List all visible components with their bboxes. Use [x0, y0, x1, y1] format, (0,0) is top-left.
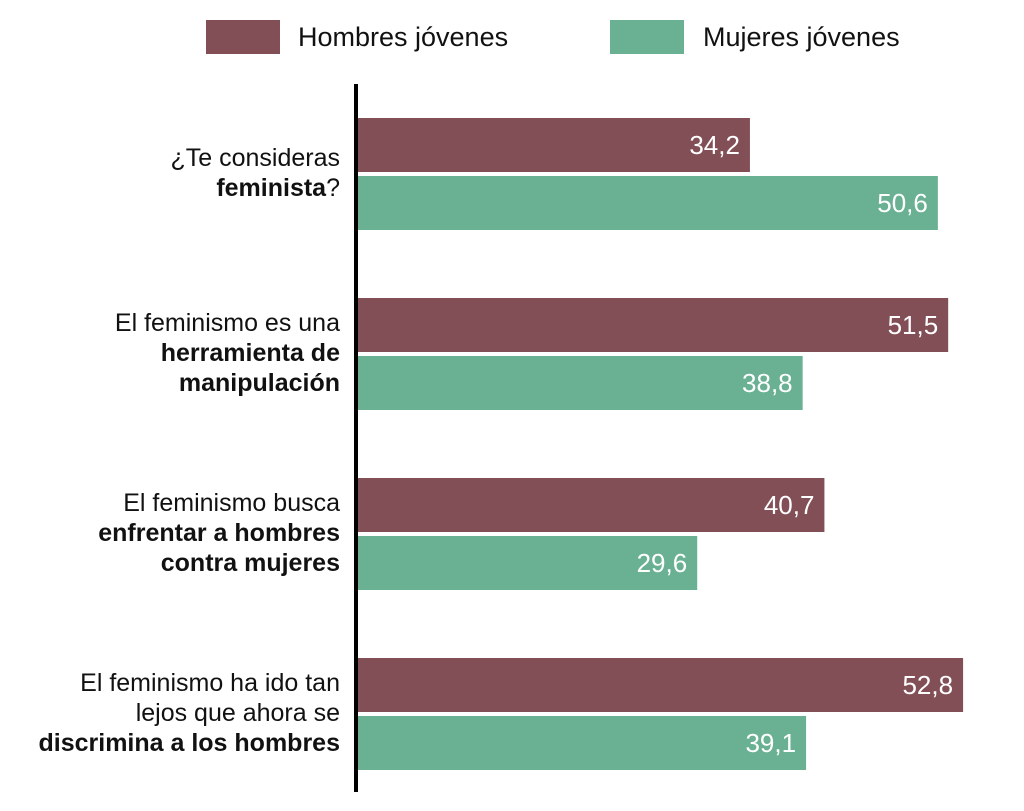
legend-label: Hombres jóvenes — [298, 22, 508, 52]
category-label-segment: El feminismo busca — [123, 489, 340, 517]
bars: 34,2 50,6 51,5 38,8 40,7 29,6 52,8 39,1 — [358, 118, 964, 770]
data-label: 39,1 — [745, 728, 796, 758]
data-label: 29,6 — [637, 548, 688, 578]
legend-item: Mujeres jóvenes — [610, 20, 900, 54]
legend: Hombres jóvenes Mujeres jóvenes — [206, 20, 900, 54]
category-label-segment: enfrentar a hombres — [98, 519, 340, 547]
bar — [358, 536, 698, 590]
category-label-segment: manipulación — [179, 369, 340, 397]
legend-label: Mujeres jóvenes — [703, 22, 900, 52]
category-label-segment: El feminismo es una — [115, 309, 340, 337]
bar — [358, 118, 750, 172]
data-label: 40,7 — [764, 490, 815, 520]
category-label: ¿Te consideras feminista? — [170, 144, 340, 202]
data-label: 52,8 — [902, 670, 953, 700]
bar — [358, 298, 949, 352]
category-label-segment: herramienta de — [161, 339, 340, 367]
legend-swatch — [206, 20, 280, 54]
category-label-segment: ? — [326, 174, 340, 202]
legend-item: Hombres jóvenes — [206, 20, 508, 54]
category-labels: ¿Te consideras feminista? El feminismo es … — [39, 144, 341, 757]
bar — [358, 658, 964, 712]
data-label: 38,8 — [742, 368, 793, 398]
data-label: 50,6 — [877, 188, 928, 218]
bar — [358, 716, 807, 770]
category-label-segment: contra mujeres — [161, 549, 340, 577]
data-label: 51,5 — [888, 310, 939, 340]
category-label-segment: ¿Te consideras — [170, 144, 340, 172]
category-label-segment: lejos que ahora se — [136, 699, 340, 727]
category-label: El feminismo es una herramienta de manipul… — [115, 309, 340, 397]
category-label: El feminismo ha ido tan lejos que ahora s… — [39, 669, 341, 757]
bar — [358, 478, 825, 532]
bar — [358, 356, 803, 410]
category-label-segment: El feminismo ha ido tan — [80, 669, 340, 697]
bar — [358, 176, 938, 230]
legend-swatch — [610, 20, 684, 54]
data-label: 34,2 — [689, 130, 740, 160]
category-label: El feminismo busca enfrentar a hombres con… — [98, 489, 340, 577]
category-label-segment: feminista — [216, 174, 327, 202]
category-label-segment: discrimina a los hombres — [39, 729, 341, 757]
